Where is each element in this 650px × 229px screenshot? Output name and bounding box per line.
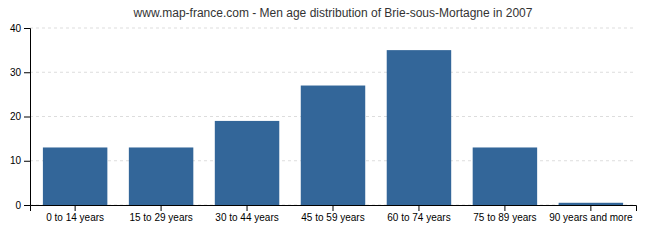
y-axis-line [24,29,31,206]
bar [559,203,623,205]
x-tick: 30 to 44 years [215,205,278,223]
x-tick-mark [590,205,591,211]
bar [301,86,365,205]
x-tick-label: 90 years and more [549,212,633,223]
x-tick-label: 15 to 29 years [129,212,192,223]
y-tick-label: 40 [10,23,22,34]
x-tick-mark [247,205,248,211]
x-tick: 75 to 89 years [473,205,536,223]
x-tick-mark [161,205,162,211]
chart-container: 0 to 14 years 15 to 29 years 30 to 44 year… [0,0,650,229]
x-tick: 15 to 29 years [129,205,192,223]
bar [387,50,451,205]
x-axis: 0 to 14 years 15 to 29 years 30 to 44 year… [31,205,637,223]
x-tick-mark [75,205,76,211]
x-axis-line [31,206,637,212]
bars [43,50,623,205]
bar [473,147,537,205]
y-tick-label: 10 [10,155,22,166]
grid-line [30,72,636,73]
y-tick-mark [24,205,30,206]
x-tick-mark [418,205,419,211]
y-tick-mark [24,72,30,73]
x-tick-label: 45 to 59 years [301,212,364,223]
bar [129,147,193,205]
plot-area: 0 to 14 years 15 to 29 years 30 to 44 year… [10,23,637,223]
x-tick: 60 to 74 years [387,205,450,223]
grid [30,28,636,205]
x-tick-label: 0 to 14 years [46,212,104,223]
y-tick-label: 20 [10,111,22,122]
y-tick: 10 [10,155,30,166]
x-tick: 90 years and more [549,205,633,223]
y-tick: 20 [10,111,30,122]
y-tick-label: 30 [10,67,22,78]
x-tick-label: 60 to 74 years [387,212,450,223]
y-tick-mark [24,28,30,29]
y-tick-label: 0 [15,200,21,211]
y-tick-mark [24,161,30,162]
y-tick-mark [24,117,30,118]
x-tick-mark [504,205,505,211]
grid-line [30,28,636,29]
bar [43,147,107,205]
x-tick-mark [333,205,334,211]
y-axis: 0 10 20 30 40 [10,23,31,211]
x-tick: 45 to 59 years [301,205,364,223]
bar [215,121,279,205]
x-tick: 0 to 14 years [46,205,104,223]
x-tick-label: 75 to 89 years [473,212,536,223]
chart-svg: 0 to 14 years 15 to 29 years 30 to 44 year… [0,0,650,229]
chart-title: www.map-france.com - Men age distributio… [133,6,533,20]
y-tick: 0 [15,200,30,211]
y-tick: 40 [10,23,30,34]
x-tick-label: 30 to 44 years [215,212,278,223]
y-tick: 30 [10,67,30,78]
